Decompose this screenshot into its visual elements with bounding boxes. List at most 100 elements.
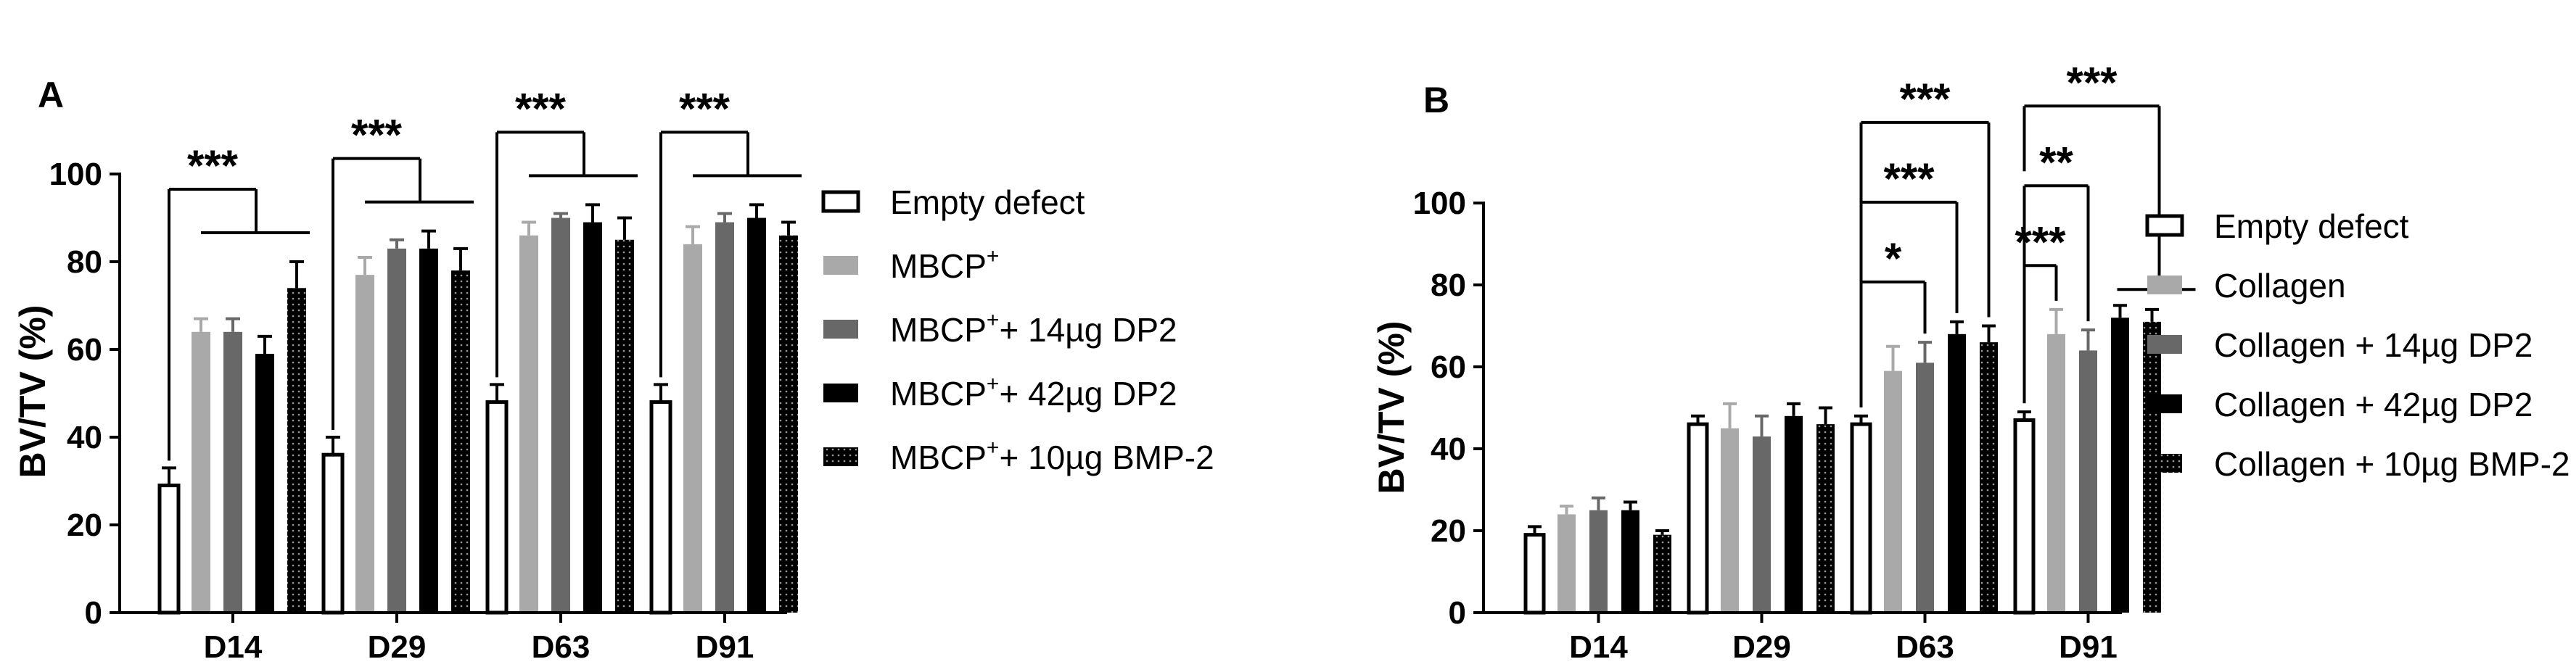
- legend-swatch: [823, 320, 858, 339]
- bar: [2079, 350, 2097, 613]
- bars-a: [157, 203, 798, 615]
- bar: [1621, 510, 1639, 613]
- bar: [1884, 370, 1902, 613]
- significance-label: ***: [351, 111, 403, 160]
- significance-a: *** *** *** ***: [168, 84, 802, 461]
- legend-swatch: [2147, 276, 2182, 294]
- y-tick-label: 100: [49, 157, 102, 192]
- bar: [1589, 510, 1608, 613]
- category-label: D29: [1732, 629, 1791, 665]
- legend-label: Collagen + 10µg BMP-2: [2214, 445, 2570, 483]
- category-label: D14: [1569, 629, 1628, 665]
- bar: [485, 400, 509, 615]
- significance-label: ***: [1899, 75, 1951, 123]
- bar: [1850, 422, 1872, 615]
- legend-swatch: [821, 190, 860, 213]
- bar: [1948, 334, 1966, 613]
- y-ticks-b: 0 20 40 60 80 100: [1413, 186, 1484, 631]
- legend-swatch: [2147, 335, 2182, 354]
- bar: [747, 218, 766, 613]
- bar: [1785, 415, 1803, 613]
- bar: [1653, 534, 1671, 613]
- bar: [255, 354, 274, 613]
- bar: [1753, 436, 1771, 613]
- bar: [157, 484, 181, 615]
- bar: [2013, 418, 2036, 615]
- bar: [321, 452, 345, 615]
- bar: [615, 239, 634, 613]
- legend-label: MBCP+: [890, 244, 999, 285]
- legend-swatch: [2145, 214, 2184, 237]
- legend-swatch: [2147, 454, 2182, 473]
- significance-label: ***: [2066, 58, 2118, 107]
- category-label: D63: [532, 629, 590, 665]
- y-tick-label: 20: [1431, 513, 1466, 549]
- bar: [192, 331, 210, 613]
- bar: [649, 400, 672, 615]
- legend-swatch: [2147, 394, 2182, 413]
- category-label: D29: [368, 629, 427, 665]
- bars-b: [1523, 304, 2161, 615]
- significance-label: ***: [515, 84, 567, 133]
- significance-label: ***: [679, 84, 731, 133]
- legend-label: Collagen: [2214, 267, 2346, 304]
- bar: [551, 218, 570, 613]
- significance-label: ***: [187, 141, 239, 190]
- y-tick-label: 40: [1431, 431, 1466, 467]
- y-tick-label: 60: [1431, 349, 1466, 385]
- panel-letter-b: B: [1423, 80, 1449, 120]
- panel-letter-a: A: [38, 75, 64, 115]
- significance-label: ***: [1883, 154, 1935, 203]
- bar: [1721, 428, 1739, 613]
- category-label: D14: [204, 629, 263, 665]
- legend-label: MBCP++ 42µg DP2: [890, 372, 1177, 413]
- bar: [1916, 362, 1934, 613]
- y-axis-label-b: BV/TV (%): [1371, 321, 1412, 494]
- legend-label: Collagen + 14µg DP2: [2214, 326, 2533, 364]
- axes-a: [118, 173, 787, 623]
- bar: [1980, 342, 1998, 613]
- bar: [355, 275, 374, 613]
- legend-swatch: [823, 256, 858, 275]
- legend-a: Empty defect MBCP+ MBCP++ 14µg DP2 MBCP++ 4…: [821, 183, 1214, 476]
- y-tick-label: 100: [1413, 186, 1466, 221]
- bar: [2047, 334, 2065, 613]
- category-labels-b: D14 D29 D63 D91: [1569, 629, 2118, 665]
- bar: [287, 288, 306, 613]
- bar: [583, 222, 602, 613]
- bar: [223, 331, 242, 613]
- legend-swatch: [823, 384, 858, 402]
- bar: [779, 235, 798, 613]
- legend-label: Collagen + 42µg DP2: [2214, 386, 2533, 423]
- category-label: D63: [1896, 629, 1954, 665]
- y-tick-label: 80: [1431, 268, 1466, 303]
- bar: [387, 248, 406, 613]
- panel-a: A BV/TV (%) 0 20 40 60 80 100 *** *** *** *** D1…: [12, 75, 1214, 665]
- bar: [451, 270, 470, 613]
- bar: [683, 244, 702, 613]
- bar: [1557, 514, 1576, 613]
- bar: [2111, 318, 2129, 613]
- bar: [1523, 533, 1546, 615]
- y-tick-label: 40: [67, 420, 102, 455]
- y-tick-label: 80: [67, 244, 102, 280]
- bar: [1816, 424, 1835, 613]
- legend-b: Empty defect Collagen Collagen + 14µg DP2 C…: [2145, 207, 2570, 483]
- legend-label: MBCP++ 10µg BMP-2: [890, 436, 1214, 476]
- axes-b: [1482, 202, 2122, 623]
- category-label: D91: [2059, 629, 2118, 665]
- legend-label: Empty defect: [2214, 207, 2409, 245]
- y-axis-label-a: BV/TV (%): [12, 305, 53, 478]
- bar: [1687, 422, 1709, 615]
- bar: [715, 222, 734, 613]
- legend-label: MBCP++ 14µg DP2: [890, 308, 1177, 349]
- y-tick-label: 0: [1449, 595, 1466, 631]
- significance-label: **: [2039, 138, 2073, 186]
- significance-label: ***: [2015, 218, 2066, 266]
- legend-swatch: [823, 447, 858, 466]
- category-label: D91: [696, 629, 754, 665]
- y-ticks-a: 0 20 40 60 80 100: [49, 157, 120, 631]
- y-tick-label: 20: [67, 508, 102, 543]
